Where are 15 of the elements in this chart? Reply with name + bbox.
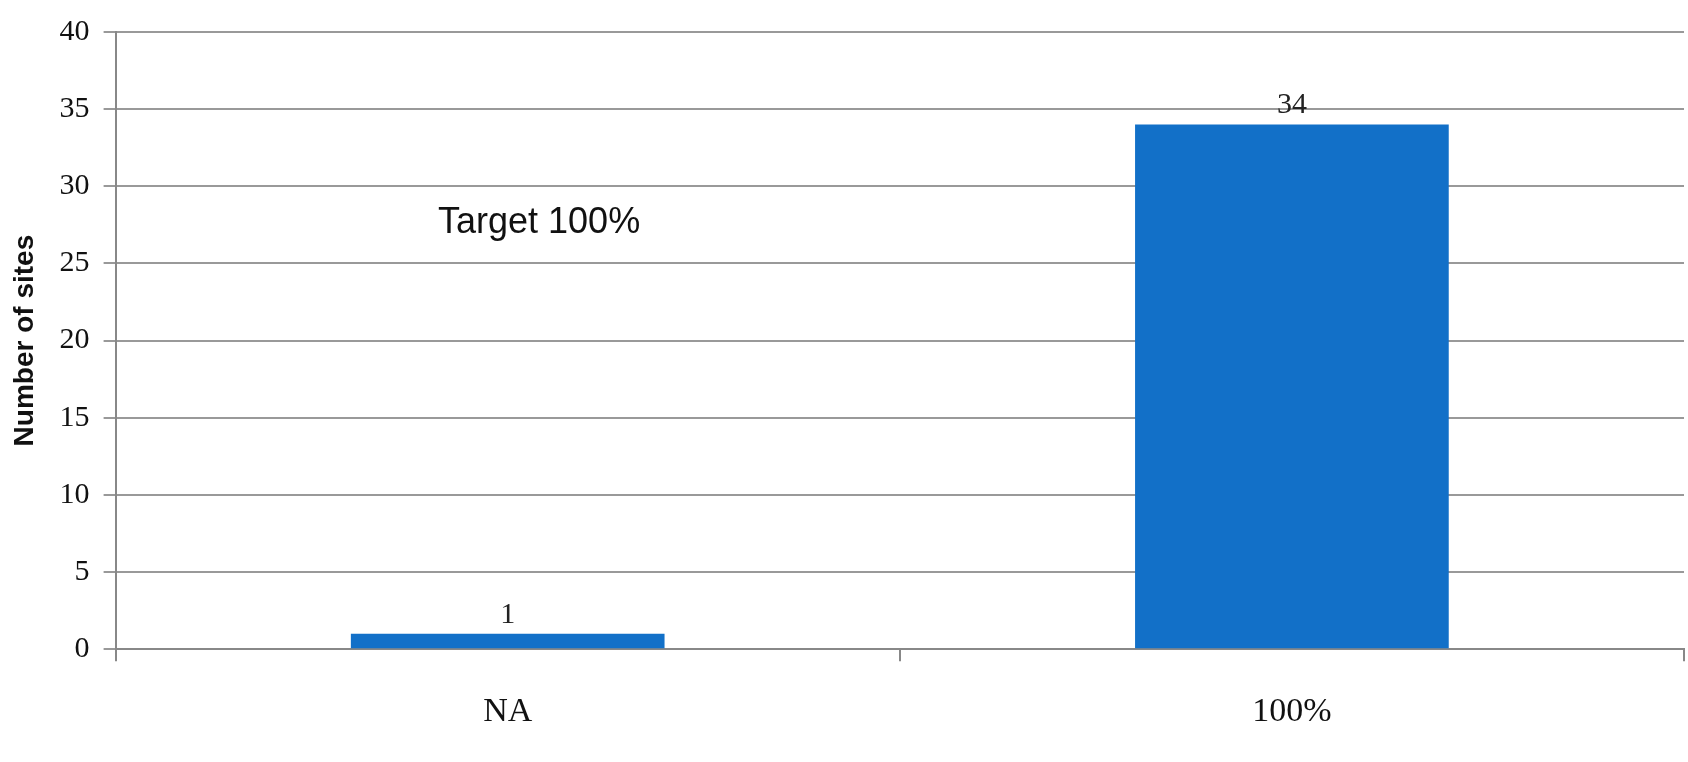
- y-tick-label: 0: [74, 630, 90, 664]
- y-tick-label: 10: [59, 475, 90, 509]
- y-tick-label: 25: [59, 244, 90, 278]
- y-tick-label: 40: [59, 12, 90, 46]
- y-tick-label: 5: [74, 552, 90, 586]
- annotation: Target 100%: [438, 200, 641, 242]
- x-tick-label: 100%: [1252, 690, 1332, 728]
- x-tick-label: NA: [483, 690, 533, 728]
- y-tick-label: 20: [59, 321, 90, 355]
- y-axis-title: Number of sites: [7, 234, 39, 447]
- y-tick-label: 35: [59, 90, 90, 124]
- data-label: 1: [500, 595, 516, 629]
- data-label: 34: [1276, 86, 1307, 120]
- y-tick-label: 30: [59, 167, 90, 201]
- y-tick-label: 15: [59, 398, 90, 432]
